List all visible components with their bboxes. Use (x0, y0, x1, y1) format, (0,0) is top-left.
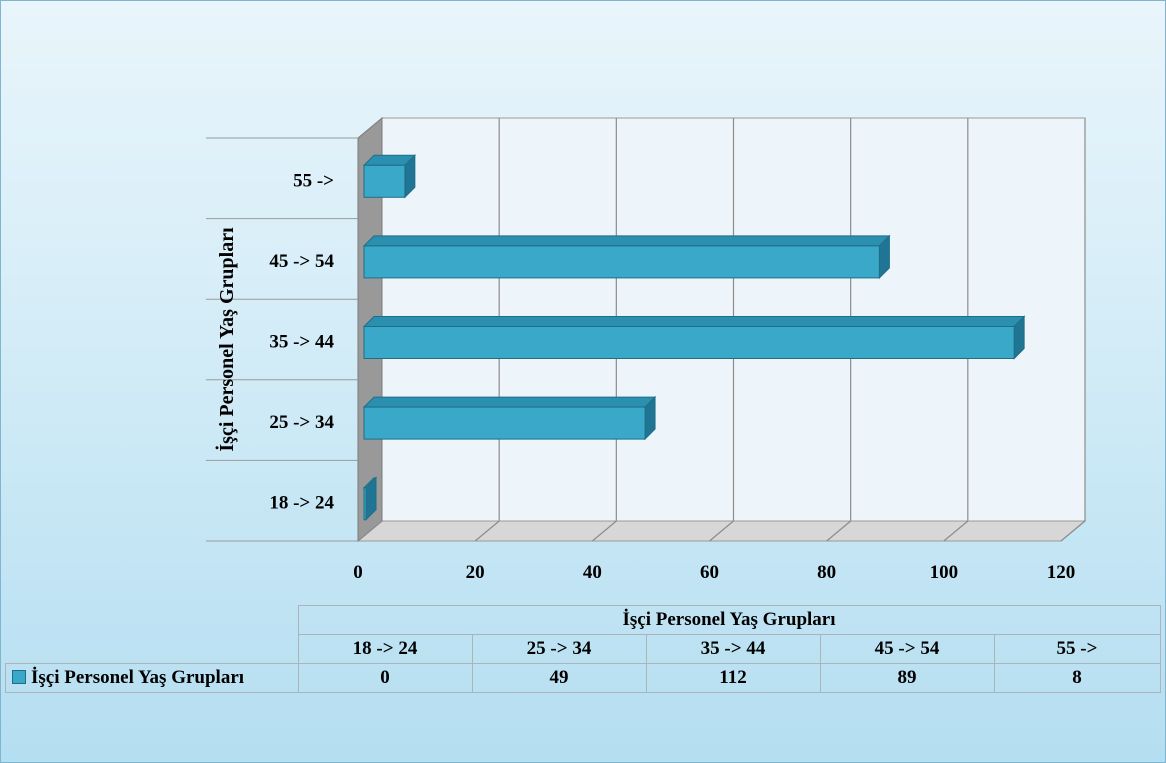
table-series-label: İşçi Personel Yaş Grupları (5, 663, 299, 693)
bar (363, 326, 1015, 359)
table-value-cell: 49 (471, 663, 647, 693)
bar-chart: 0 20 40 60 80 100 120 18 -> 24 25 -> 34 35 -> 44 4… (206, 116, 1087, 583)
table-value-cell: 0 (297, 663, 473, 693)
table-category-row: 18 -> 24 25 -> 34 35 -> 44 45 -> 54 55 -… (6, 634, 1161, 664)
bar-top (362, 235, 891, 247)
floor-gridline (591, 520, 617, 542)
table-value-cell: 89 (819, 663, 995, 693)
bar-top (362, 316, 1026, 327)
x-tick-label: 20 (466, 562, 485, 583)
y-tick-label: 35 -> 44 (269, 332, 334, 353)
floor-gridline (474, 520, 500, 542)
bar (363, 406, 646, 440)
x-tick-label: 80 (817, 562, 836, 583)
x-tick-label: 40 (583, 562, 602, 583)
table-category-cell: 35 -> 44 (645, 634, 821, 664)
table-value-cell: 112 (645, 663, 821, 693)
table-corner (6, 606, 299, 635)
y-tick-label: 45 -> 54 (269, 251, 334, 272)
data-table: İşçi Personel Yaş Grupları 18 -> 24 25 -… (5, 605, 1161, 693)
table-row: İşçi Personel Yaş Grupları 0 49 112 89 8 (5, 663, 1161, 693)
y-tick-label: 18 -> 24 (269, 493, 334, 514)
x-tick-label: 0 (353, 562, 363, 583)
table-category-cell: 25 -> 34 (471, 634, 647, 664)
bar (363, 245, 880, 279)
floor-gridline (943, 520, 969, 542)
legend-key-icon (12, 670, 26, 684)
table-row-label: İşçi Personel Yaş Grupları (31, 667, 245, 688)
table-corner (6, 635, 299, 664)
floor-gridline (709, 520, 734, 542)
y-tick-label: 55 -> (293, 170, 334, 191)
table-category-cell: 45 -> 54 (819, 634, 995, 664)
floor-gridline (1060, 520, 1086, 542)
table-header: İşçi Personel Yaş Grupları (297, 605, 1161, 635)
floor-gridline (826, 520, 852, 542)
x-tick-label: 60 (700, 562, 719, 583)
table-category-cell: 18 -> 24 (297, 634, 473, 664)
bar (363, 487, 367, 521)
table-category-cell: 55 -> (993, 634, 1161, 664)
x-tick-label: 100 (930, 562, 959, 583)
table-value-cell: 8 (993, 663, 1161, 693)
x-tick-label: 120 (1047, 562, 1076, 583)
floor-gridline (357, 520, 383, 542)
bar (363, 164, 406, 198)
bar-top (362, 396, 657, 408)
y-tick-label: 25 -> 34 (269, 412, 334, 433)
y-axis-title: İşçi Personel Yaş Grupları (214, 227, 238, 452)
table-title-row: İşçi Personel Yaş Grupları (6, 605, 1161, 635)
